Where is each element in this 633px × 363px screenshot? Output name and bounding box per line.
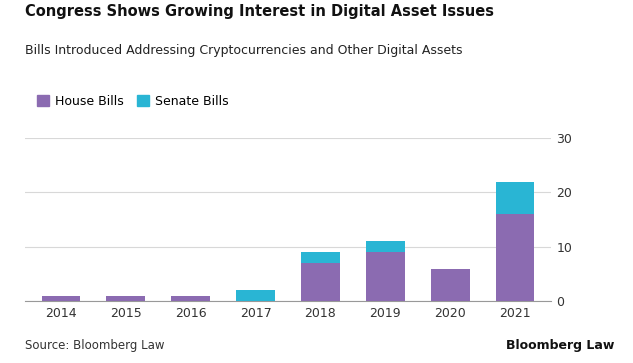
Text: Congress Shows Growing Interest in Digital Asset Issues: Congress Shows Growing Interest in Digit… — [25, 4, 494, 19]
Bar — [172, 296, 210, 301]
Text: Bills Introduced Addressing Cryptocurrencies and Other Digital Assets: Bills Introduced Addressing Cryptocurren… — [25, 44, 463, 57]
Bar — [301, 252, 340, 263]
Bar — [496, 214, 534, 301]
Bar — [366, 252, 404, 301]
Bar — [496, 182, 534, 214]
Bar — [366, 241, 404, 252]
Text: Bloomberg Law: Bloomberg Law — [506, 339, 614, 352]
Bar — [430, 269, 470, 301]
Bar — [236, 290, 275, 301]
Legend: House Bills, Senate Bills: House Bills, Senate Bills — [32, 90, 234, 113]
Bar — [301, 263, 340, 301]
Text: Source: Bloomberg Law: Source: Bloomberg Law — [25, 339, 165, 352]
Bar — [42, 296, 80, 301]
Bar — [106, 296, 146, 301]
